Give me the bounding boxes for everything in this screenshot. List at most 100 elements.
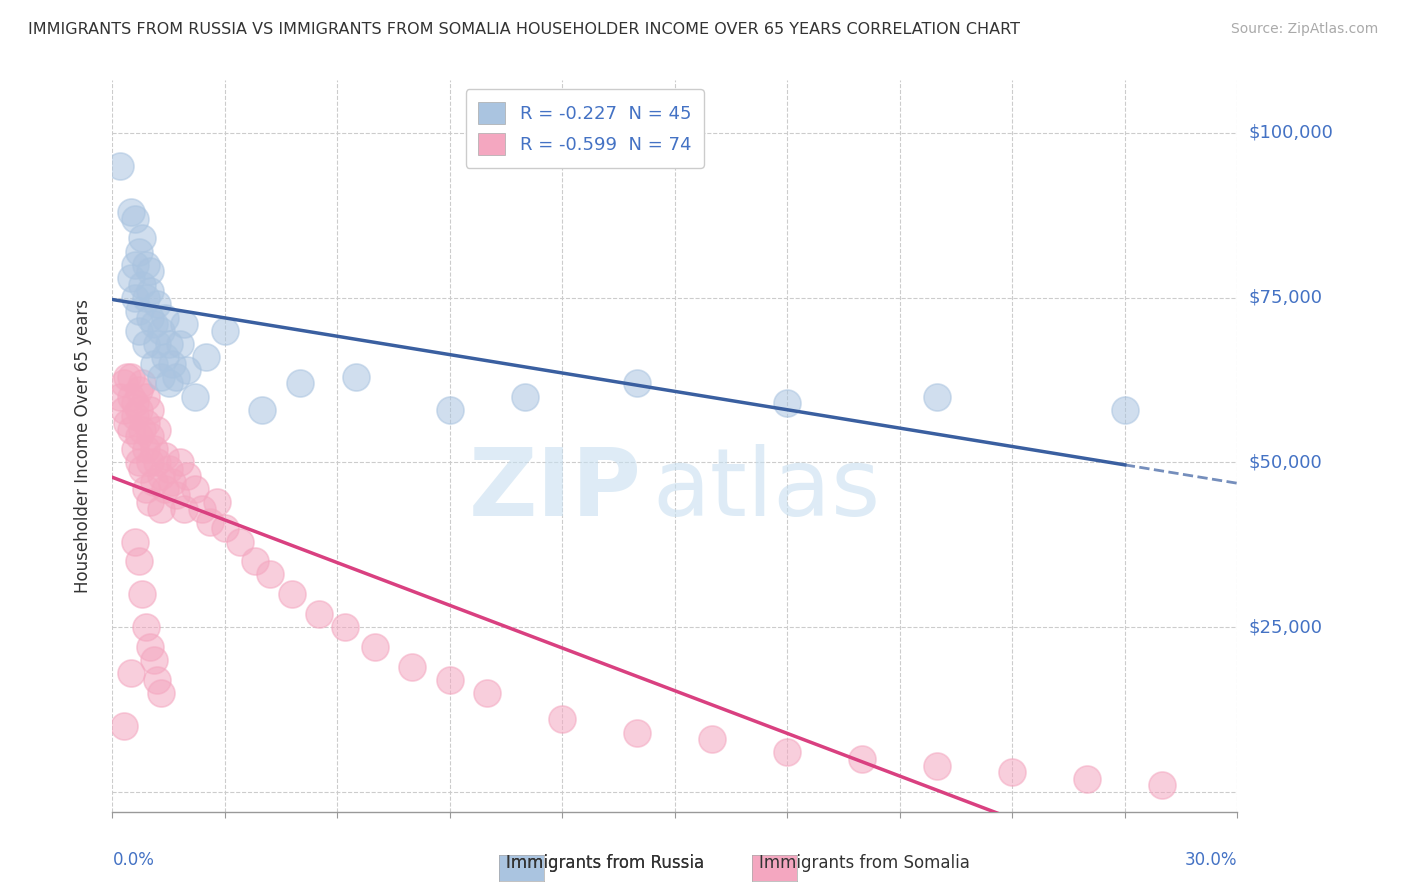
Text: $50,000: $50,000 xyxy=(1249,453,1322,472)
Point xyxy=(184,482,207,496)
Point xyxy=(135,416,157,430)
Text: Source: ZipAtlas.com: Source: ZipAtlas.com xyxy=(1230,22,1378,37)
Point xyxy=(173,317,195,331)
Point xyxy=(120,369,142,384)
Point xyxy=(169,455,191,469)
Point xyxy=(108,390,131,404)
Point xyxy=(513,390,536,404)
Point xyxy=(112,402,135,417)
Point xyxy=(135,620,157,634)
Point xyxy=(364,640,387,654)
Point xyxy=(128,304,150,318)
Point xyxy=(124,534,146,549)
Point xyxy=(112,719,135,733)
Point xyxy=(135,442,157,457)
Point xyxy=(243,554,266,568)
Point xyxy=(153,482,176,496)
Text: Immigrants from Russia: Immigrants from Russia xyxy=(506,855,703,872)
Point xyxy=(150,686,173,700)
Point xyxy=(108,159,131,173)
Point xyxy=(128,383,150,397)
Point xyxy=(165,488,187,502)
Point xyxy=(150,369,173,384)
Point xyxy=(139,264,162,278)
Point xyxy=(153,310,176,325)
Point xyxy=(124,442,146,457)
Point xyxy=(153,350,176,364)
Point xyxy=(1114,402,1136,417)
Point xyxy=(128,554,150,568)
Point xyxy=(157,376,180,391)
Point xyxy=(142,317,165,331)
Point xyxy=(153,449,176,463)
Point xyxy=(124,396,146,410)
Point xyxy=(117,416,139,430)
Point xyxy=(135,336,157,351)
Point xyxy=(135,258,157,272)
Point xyxy=(344,369,367,384)
Point xyxy=(117,369,139,384)
Point xyxy=(150,468,173,483)
Point xyxy=(139,495,162,509)
Point xyxy=(401,659,423,673)
Text: $100,000: $100,000 xyxy=(1249,124,1333,142)
Point xyxy=(120,271,142,285)
Point xyxy=(214,521,236,535)
Point xyxy=(176,363,198,377)
Point xyxy=(142,357,165,371)
Point xyxy=(124,258,146,272)
Point xyxy=(120,390,142,404)
Point xyxy=(191,501,214,516)
Point xyxy=(128,429,150,443)
Point xyxy=(626,376,648,391)
Point xyxy=(131,587,153,601)
Point xyxy=(198,515,221,529)
Point xyxy=(135,482,157,496)
Point xyxy=(120,666,142,681)
Point xyxy=(776,746,799,760)
Point xyxy=(128,402,150,417)
Point xyxy=(551,713,574,727)
Point xyxy=(477,686,499,700)
Point xyxy=(214,324,236,338)
Point xyxy=(139,402,162,417)
Point xyxy=(333,620,356,634)
Point xyxy=(142,475,165,490)
Point xyxy=(139,640,162,654)
Point xyxy=(173,501,195,516)
Point xyxy=(157,462,180,476)
Point xyxy=(439,402,461,417)
Point xyxy=(131,231,153,245)
Point xyxy=(851,752,873,766)
Point xyxy=(120,423,142,437)
Point xyxy=(128,244,150,259)
Text: $25,000: $25,000 xyxy=(1249,618,1323,636)
Point xyxy=(207,495,229,509)
Point xyxy=(131,277,153,292)
Point xyxy=(139,284,162,298)
Point xyxy=(252,402,274,417)
Point xyxy=(308,607,330,621)
Point xyxy=(702,732,724,747)
Y-axis label: Householder Income Over 65 years: Householder Income Over 65 years xyxy=(73,299,91,593)
Point xyxy=(169,336,191,351)
Text: Immigrants from Somalia: Immigrants from Somalia xyxy=(759,855,970,872)
Point xyxy=(157,336,180,351)
Point xyxy=(131,376,153,391)
Point xyxy=(288,376,311,391)
Point xyxy=(229,534,252,549)
Point xyxy=(184,390,207,404)
Text: 30.0%: 30.0% xyxy=(1185,851,1237,869)
Text: 0.0%: 0.0% xyxy=(112,851,155,869)
Point xyxy=(112,376,135,391)
Point xyxy=(776,396,799,410)
Point xyxy=(139,429,162,443)
Point xyxy=(128,455,150,469)
Point xyxy=(195,350,218,364)
Point xyxy=(626,725,648,739)
Point xyxy=(131,423,153,437)
Point xyxy=(146,423,169,437)
Point xyxy=(162,357,184,371)
Point xyxy=(439,673,461,687)
Point xyxy=(150,501,173,516)
